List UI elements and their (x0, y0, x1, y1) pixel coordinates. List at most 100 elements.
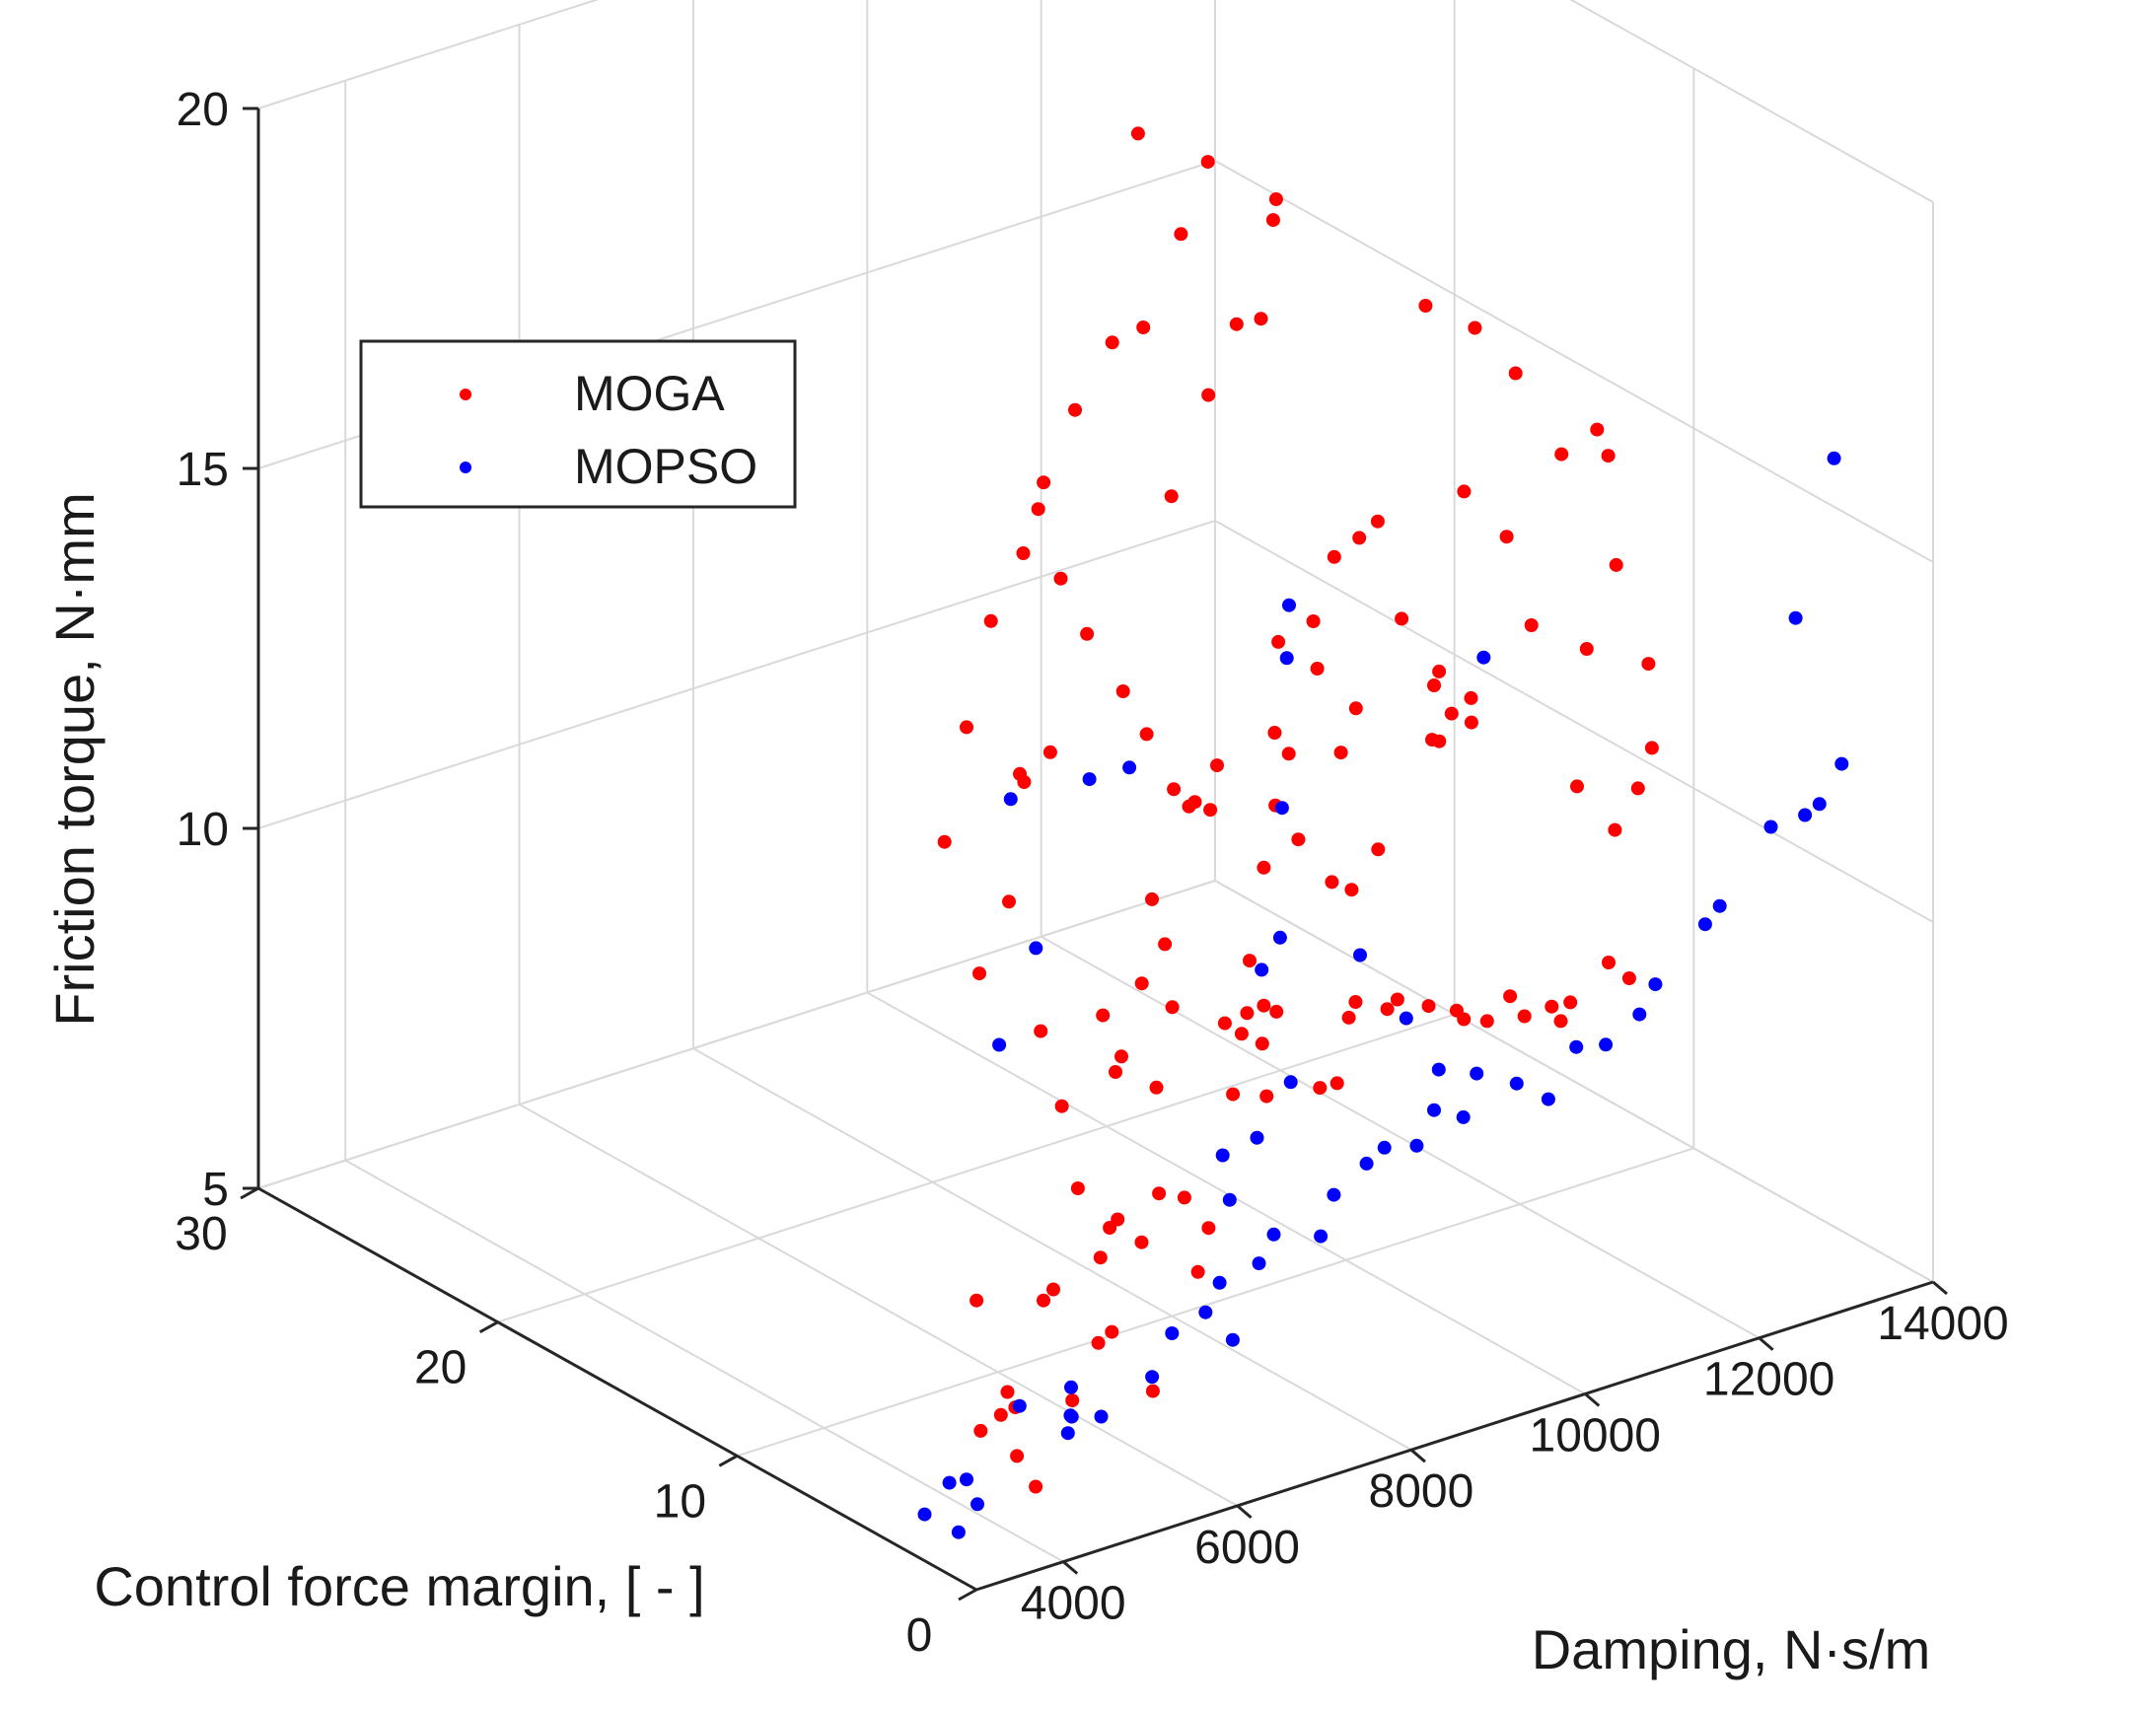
y-tick-label: 0 (906, 1609, 933, 1662)
mopso-point (1431, 1062, 1446, 1077)
mopso-point (1541, 1092, 1555, 1106)
moga-point (1164, 489, 1179, 504)
moga-point (1136, 321, 1151, 334)
moga-point (1602, 956, 1616, 969)
mopso-point (1827, 451, 1841, 465)
mopso-point (1470, 1066, 1484, 1081)
moga-point (983, 613, 998, 628)
moga-point (1432, 664, 1447, 678)
y-tick-label: 30 (175, 1208, 227, 1260)
moga-point (1508, 366, 1523, 381)
moga-point (1105, 335, 1119, 350)
moga-point (1563, 995, 1578, 1010)
z-tick-label: 20 (177, 84, 229, 136)
mopso-point (1697, 917, 1712, 932)
x-axis-line (975, 1280, 1934, 1592)
mopso-point (1788, 610, 1803, 625)
moga-point (1053, 571, 1068, 586)
mopso-point (1225, 1332, 1240, 1347)
mopso-point (1003, 792, 1018, 807)
moga-point (1257, 860, 1271, 875)
moga-point (1306, 614, 1321, 628)
moga-point (1464, 690, 1478, 705)
mopso-point (1012, 1398, 1027, 1413)
moga-point (1002, 894, 1016, 909)
moga-point (1240, 1006, 1255, 1021)
y-axis-line (257, 1186, 977, 1592)
moga-point (1200, 155, 1215, 170)
moga-point (1034, 1024, 1048, 1038)
moga-point (1234, 1027, 1249, 1041)
moga-point (1109, 1065, 1122, 1079)
moga-point (1348, 701, 1363, 716)
mopso-point (1476, 650, 1491, 665)
mopso-point (1509, 1076, 1524, 1091)
mopso-point (1145, 1370, 1160, 1385)
moga-point (1267, 726, 1282, 740)
mopso-point (1399, 1011, 1413, 1026)
moga-point (1503, 989, 1518, 1004)
z-tick-label: 15 (177, 444, 229, 496)
legend-marker-moga (460, 389, 471, 400)
moga-point (1427, 678, 1441, 692)
moga-point (1344, 883, 1359, 897)
side-wall-grid-line (1214, 880, 1934, 1283)
moga-point (1037, 1293, 1050, 1308)
moga-point (1114, 1049, 1128, 1064)
moga-point (1134, 976, 1149, 991)
z-tick-label: 5 (202, 1164, 229, 1216)
x-tick-label: 4000 (1021, 1578, 1126, 1630)
moga-point (1158, 937, 1173, 952)
moga-point (1054, 1099, 1069, 1113)
moga-point (1029, 1479, 1043, 1494)
legend-label-mopso: MOPSO (574, 439, 757, 494)
moga-point (1165, 1000, 1180, 1015)
moga-point (1380, 1002, 1395, 1017)
mopso-point (1255, 962, 1269, 977)
back-wall-grid-line (257, 520, 1216, 829)
moga-point (973, 1423, 988, 1438)
moga-point (1444, 706, 1459, 721)
y-tick-mark (240, 1186, 259, 1200)
moga-point (1348, 995, 1363, 1009)
moga-point (1325, 875, 1339, 890)
floor-grid-line (519, 1104, 1239, 1507)
moga-point (1479, 1014, 1494, 1029)
moga-point (1042, 745, 1057, 759)
moga-point (1139, 727, 1154, 742)
mopso-point (1377, 1140, 1392, 1155)
moga-point (993, 1407, 1008, 1422)
back-wall-grid-line (257, 880, 1216, 1189)
mopso-point (942, 1475, 957, 1490)
moga-point (1468, 321, 1482, 335)
moga-point (1174, 227, 1188, 242)
mopso-point (1082, 772, 1097, 787)
moga-point (1093, 1250, 1108, 1265)
mopso-point (1272, 930, 1287, 945)
moga-point (1330, 1076, 1344, 1091)
moga-point (1517, 1009, 1532, 1024)
mopso-point (1250, 1130, 1264, 1145)
mopso-point (1165, 1326, 1180, 1340)
floor-grid-line (1041, 935, 1761, 1339)
moga-point (1271, 634, 1286, 649)
moga-point (960, 720, 973, 735)
moga-point (1096, 1008, 1111, 1023)
legend: MOGA MOPSO (359, 339, 797, 509)
mopso-point (1812, 797, 1827, 812)
x-tick-label: 14000 (1877, 1298, 2008, 1350)
mopso-point (1212, 1275, 1227, 1290)
x-tick-mark (1758, 1336, 1774, 1351)
x-axis-label: Damping, N·s/m (1532, 1618, 1931, 1680)
mopso-point (1359, 1156, 1374, 1171)
x-tick-mark (1932, 1280, 1948, 1296)
moga-point (937, 834, 952, 849)
side-wall-grid-line (1569, 0, 1934, 203)
back-wall-grid-line (257, 0, 600, 109)
moga-point (1621, 971, 1636, 985)
moga-point (1037, 475, 1051, 490)
moga-point (1010, 1449, 1025, 1463)
moga-point (1190, 1264, 1205, 1279)
moga-point (1390, 992, 1404, 1007)
